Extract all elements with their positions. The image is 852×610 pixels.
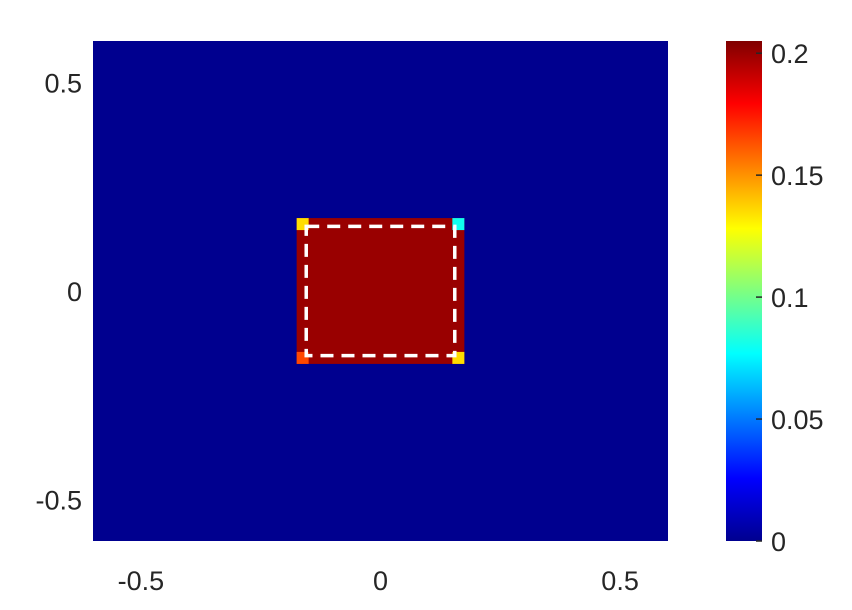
x-axis-ticks: -0.5 0 0.5 (118, 566, 639, 596)
colorbar-tick-label: 0.1 (771, 283, 809, 313)
y-tick-label: -0.5 (35, 485, 82, 515)
colorbar-tick-label: 0.05 (771, 405, 824, 435)
colorbar-tick-label: 0.15 (771, 161, 824, 191)
colorbar-gradient (726, 41, 762, 541)
x-tick-label: 0 (373, 566, 388, 596)
dashed-outline (304, 224, 457, 358)
square-region (296, 218, 465, 364)
y-axis-ticks: -0.5 0 0.5 (35, 69, 82, 516)
x-tick-label: -0.5 (118, 566, 165, 596)
y-tick-label: 0 (67, 277, 82, 307)
colorbar: 0 0.05 0.1 0.15 0.2 (726, 39, 824, 557)
colorbar-tick-label: 0 (771, 527, 786, 557)
heatmap-plot (93, 41, 668, 541)
y-tick-label: 0.5 (44, 69, 82, 99)
colorbar-tick-label: 0.2 (771, 39, 809, 69)
x-tick-label: 0.5 (601, 566, 639, 596)
